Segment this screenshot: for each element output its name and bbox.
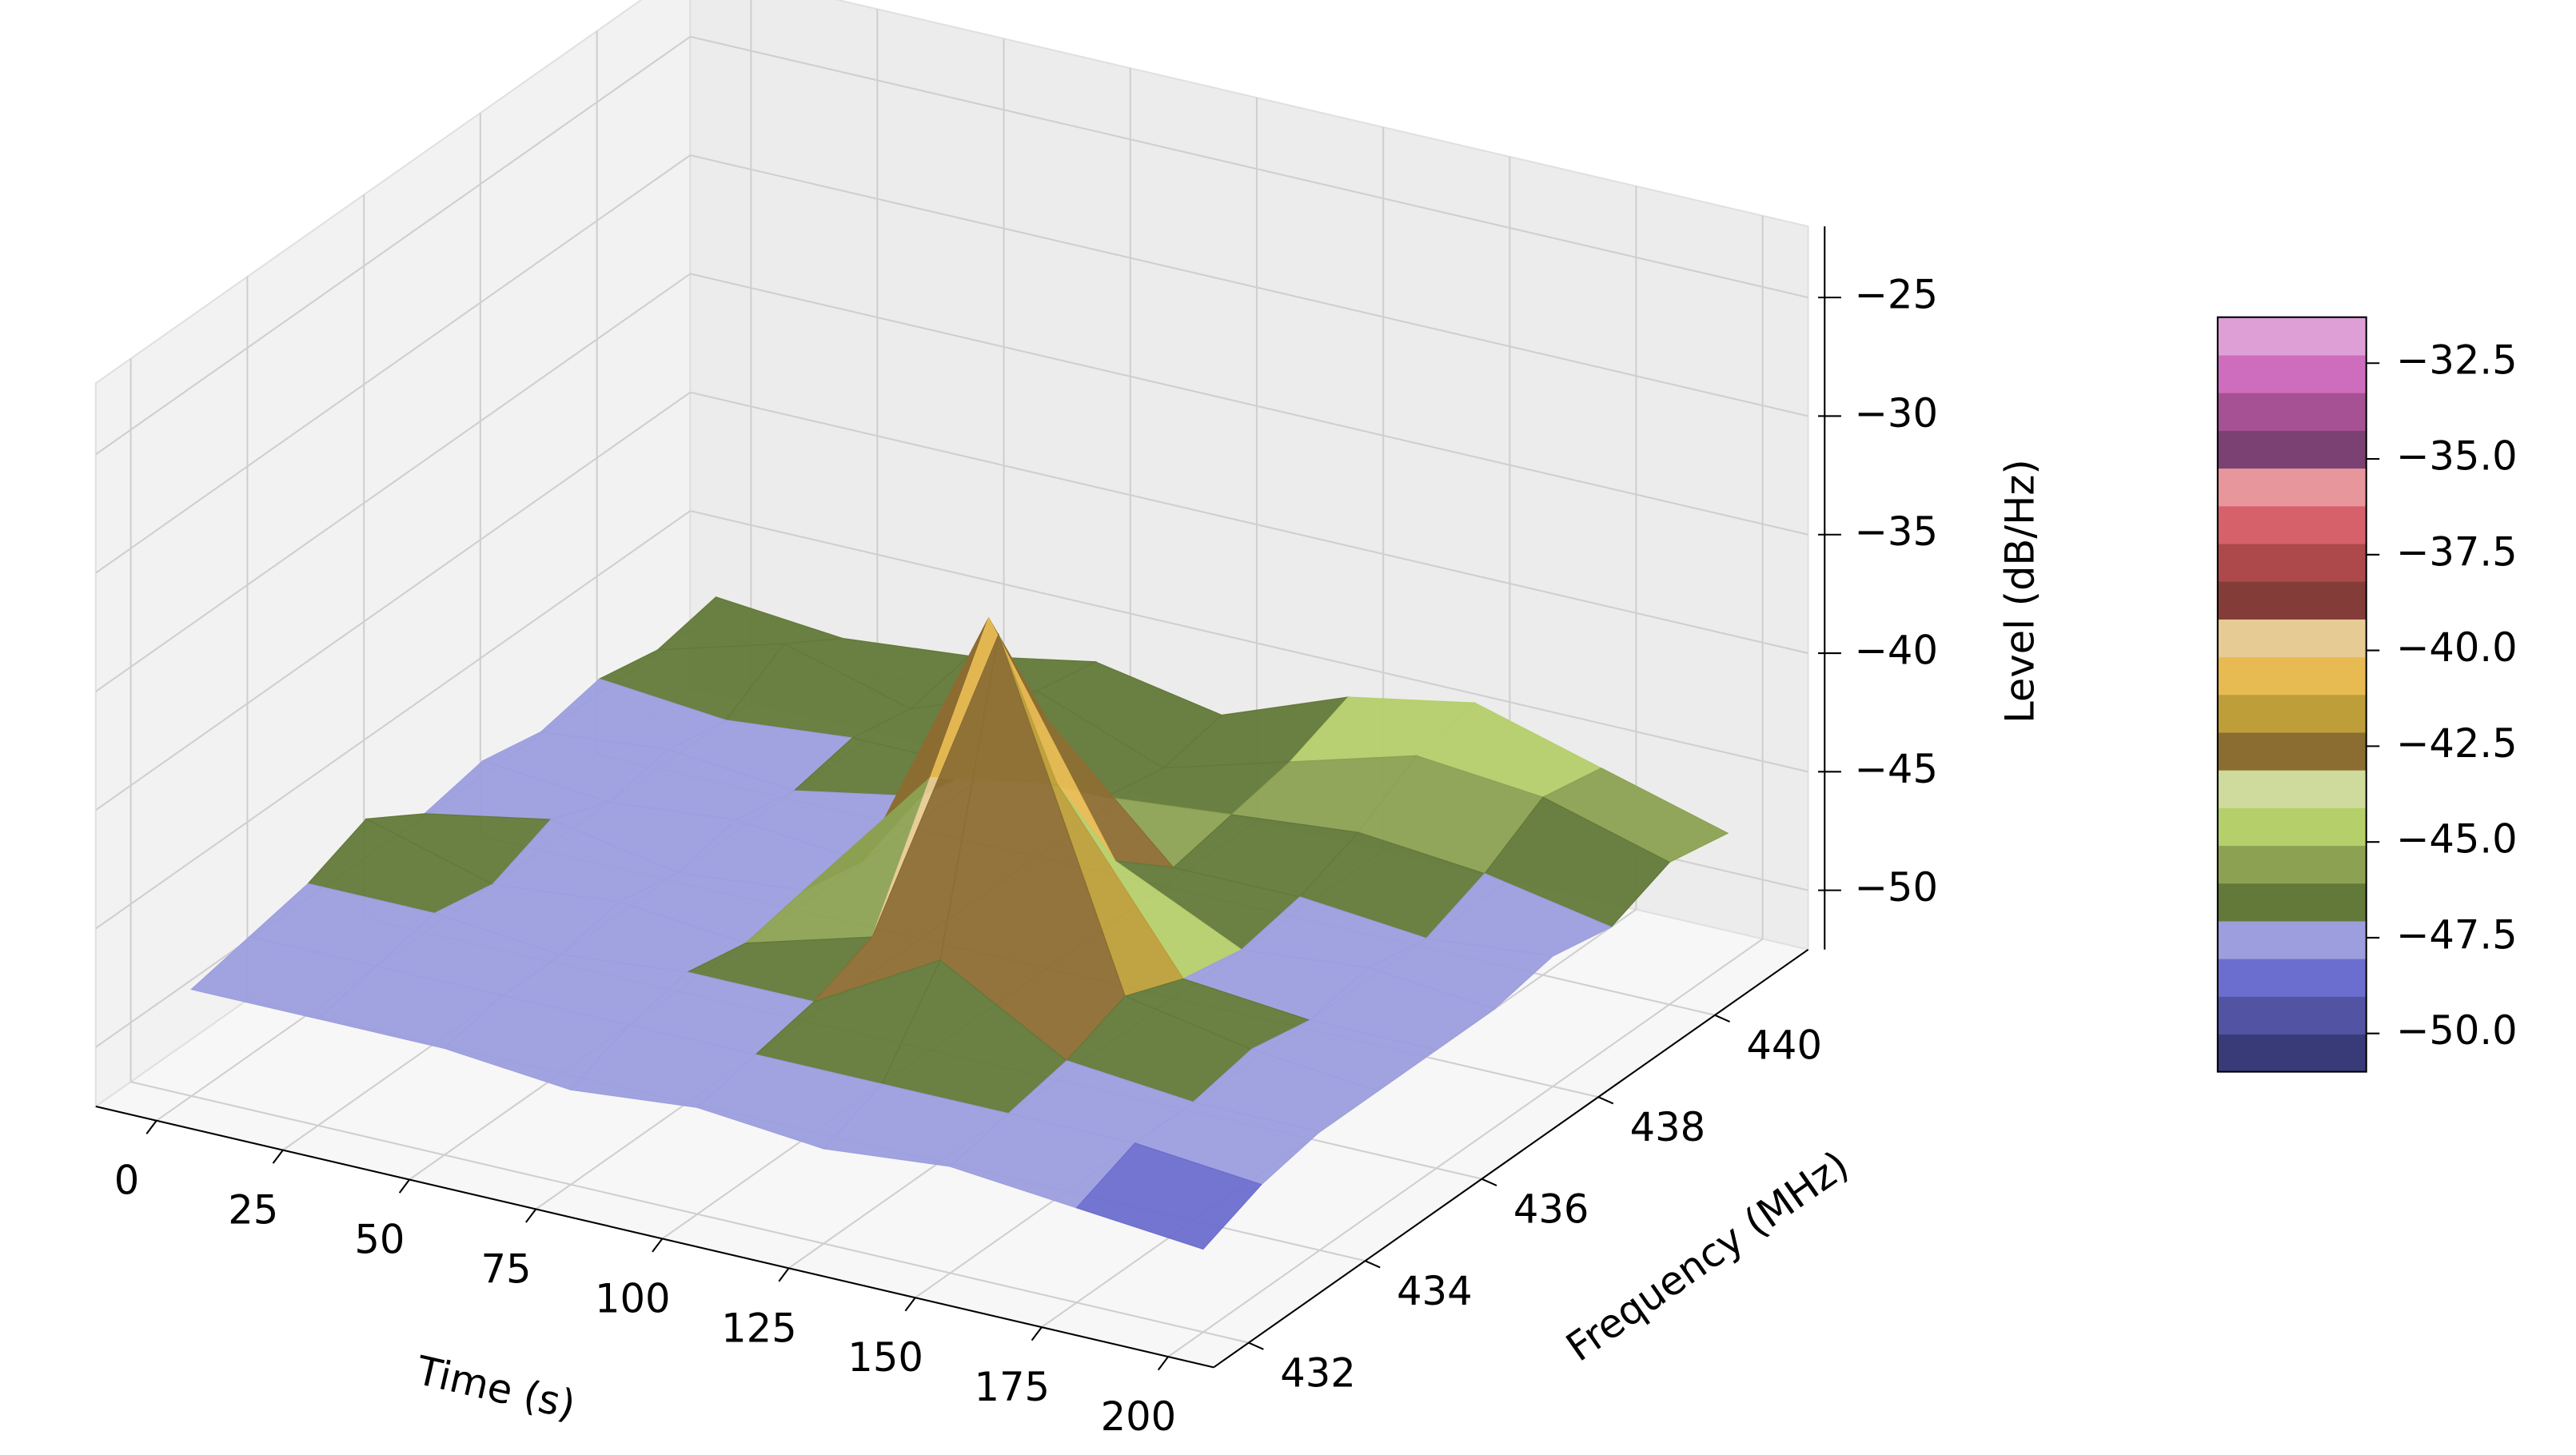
x-axis-label: Time (s) bbox=[412, 1347, 580, 1429]
grid-line bbox=[690, 510, 1808, 773]
z-tick-label: −45 bbox=[1854, 746, 1938, 792]
z-tick-label: −30 bbox=[1854, 390, 1938, 436]
x-tick-label: 175 bbox=[974, 1364, 1050, 1410]
colorbar-band bbox=[2217, 883, 2367, 922]
x-tick-label: 75 bbox=[481, 1246, 532, 1292]
z-tick-label: −35 bbox=[1854, 508, 1938, 555]
x-tick bbox=[525, 1208, 537, 1223]
x-tick bbox=[1157, 1356, 1169, 1371]
z-tick-label: −25 bbox=[1854, 272, 1938, 318]
x-tick bbox=[398, 1178, 410, 1194]
x-tick-label: 0 bbox=[114, 1158, 140, 1204]
y-tick bbox=[1714, 1014, 1730, 1022]
colorbar-frame bbox=[2216, 316, 2367, 1073]
colorbar-tick-label: −47.5 bbox=[2396, 911, 2518, 958]
grid-line bbox=[95, 154, 691, 574]
x-tick bbox=[272, 1150, 284, 1164]
x-tick-label: 200 bbox=[1101, 1393, 1177, 1440]
x-tick bbox=[652, 1238, 664, 1253]
x-tick-label: 100 bbox=[595, 1275, 671, 1321]
colorbar-band bbox=[2217, 505, 2367, 544]
y-tick bbox=[1481, 1178, 1497, 1186]
y-tick-label: 436 bbox=[1513, 1186, 1589, 1232]
grid-line bbox=[130, 1081, 1250, 1344]
y-tick-label: 438 bbox=[1630, 1104, 1706, 1150]
colorbar-band bbox=[2217, 1034, 2367, 1073]
z-tick-label: −50 bbox=[1854, 864, 1938, 911]
x-tick bbox=[146, 1120, 158, 1134]
colorbar-band bbox=[2217, 845, 2367, 884]
colorbar-band bbox=[2217, 619, 2367, 658]
colorbar-band bbox=[2217, 807, 2367, 847]
surface-patch bbox=[1075, 1142, 1262, 1250]
colorbar-band bbox=[2217, 354, 2367, 393]
y-tick-label: 432 bbox=[1280, 1349, 1356, 1396]
x-tick bbox=[1031, 1326, 1043, 1341]
colorbar-band bbox=[2217, 317, 2367, 356]
x-tick-label: 150 bbox=[847, 1334, 923, 1381]
colorbar-tick-label: −45.0 bbox=[2396, 816, 2518, 863]
y-tick-label: 434 bbox=[1397, 1268, 1473, 1314]
colorbar-tick-label: −50.0 bbox=[2396, 1007, 2518, 1054]
colorbar-band bbox=[2217, 959, 2367, 997]
colorbar-band bbox=[2217, 581, 2367, 620]
y-tick-label: 440 bbox=[1746, 1022, 1822, 1069]
y-tick bbox=[1248, 1341, 1264, 1350]
colorbar-tick-label: −32.5 bbox=[2396, 337, 2518, 384]
colorbar-tick-label: −40.0 bbox=[2396, 624, 2518, 671]
colorbar-band bbox=[2217, 731, 2367, 771]
z-tick-label: −40 bbox=[1854, 628, 1938, 674]
x-tick bbox=[778, 1267, 790, 1282]
grid-line bbox=[95, 35, 691, 456]
y-axis-label: Frequency (MHz) bbox=[1557, 1142, 1856, 1370]
grid-line bbox=[95, 273, 691, 692]
colorbar-band bbox=[2217, 770, 2367, 808]
colorbar-band bbox=[2217, 920, 2367, 959]
x-axis-line bbox=[95, 1106, 1214, 1369]
x-tick-label: 50 bbox=[354, 1217, 405, 1263]
colorbar-tick-label: −42.5 bbox=[2396, 720, 2518, 767]
y-axis-line bbox=[1213, 948, 1809, 1369]
grid-line bbox=[690, 391, 1808, 655]
grid-line bbox=[690, 273, 1808, 536]
colorbar-band bbox=[2217, 393, 2367, 431]
grid-line bbox=[690, 35, 1808, 299]
grid-line bbox=[690, 154, 1808, 417]
grid-line bbox=[1167, 938, 1764, 1357]
x-tick bbox=[904, 1297, 916, 1312]
y-tick bbox=[1365, 1260, 1381, 1269]
colorbar-band bbox=[2217, 996, 2367, 1035]
colorbar-band bbox=[2217, 468, 2367, 507]
z-axis-label: Level (dB/Hz) bbox=[1997, 459, 2044, 724]
x-tick-label: 25 bbox=[228, 1187, 278, 1234]
colorbar-band bbox=[2217, 430, 2367, 469]
grid-line bbox=[95, 391, 691, 811]
colorbar-band bbox=[2217, 543, 2367, 582]
colorbar-tick-label: −35.0 bbox=[2396, 433, 2518, 480]
colorbar-tick-label: −37.5 bbox=[2396, 528, 2518, 575]
surface bbox=[190, 596, 1729, 1250]
grid-line bbox=[95, 510, 691, 930]
x-tick-label: 125 bbox=[721, 1305, 797, 1351]
y-tick bbox=[1597, 1096, 1614, 1105]
colorbar-band bbox=[2217, 694, 2367, 733]
colorbar-band bbox=[2217, 656, 2367, 696]
